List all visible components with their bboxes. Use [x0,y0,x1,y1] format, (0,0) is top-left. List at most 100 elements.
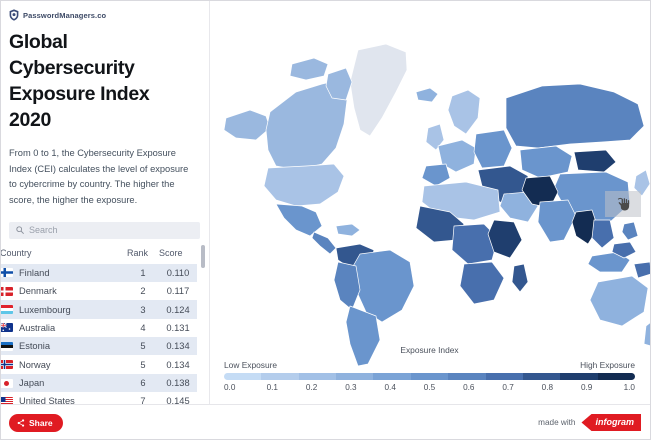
infogram-logo[interactable]: infogram [581,414,641,431]
region-papua-new-guinea[interactable] [633,261,651,279]
region-russia[interactable] [505,83,645,149]
country-name: Australia [19,322,56,333]
column-header-country[interactable]: Country [0,240,127,264]
region-canada[interactable] [265,79,348,171]
column-header-rank[interactable]: Rank [127,240,159,264]
table-row[interactable]: Denmark 2 0.117 [0,281,197,301]
cell-rank: 3 [127,300,159,319]
region-southern-africa[interactable] [459,261,505,305]
table-row[interactable]: Finland 1 0.110 [0,263,197,282]
region-iceland[interactable] [415,87,439,103]
page-title-line2: Exposure Index 2020 [9,83,150,131]
region-greenland[interactable] [349,43,408,137]
region-scandinavia[interactable] [447,89,481,135]
content-area: PasswordManagers.co Global Cybersecurity… [0,0,651,404]
ranking-table-wrap[interactable]: Country Rank Score Finland 1 0.110 Denmark 2… [0,240,209,404]
flag-icon [0,360,13,370]
made-with-credit[interactable]: made with infogram [538,414,641,431]
ranking-table-body: Finland 1 0.110 Denmark 2 0.117 Luxembourg 3 0.1… [0,263,197,404]
legend-swatch-10 [597,373,635,380]
region-indochina[interactable] [591,219,615,249]
region-peru[interactable] [333,261,361,311]
country-name: Estonia [19,341,51,352]
legend-swatch-1 [261,373,299,380]
cell-score: 0.124 [159,300,197,319]
region-india[interactable] [537,199,577,243]
region-philippines[interactable] [621,221,639,241]
region-baffin[interactable] [325,67,353,101]
world-choropleth-map[interactable] [210,0,651,400]
page-title-line1: Global Cybersecurity [9,31,135,79]
legend-end-labels: Low Exposure High Exposure [224,360,635,370]
legend-tick-6: 0.6 [463,383,475,392]
legend-tick-5: 0.5 [423,383,436,392]
cell-score: 0.110 [159,263,197,282]
search-input[interactable] [29,225,193,236]
region-japan[interactable] [633,169,651,197]
map-panel[interactable]: Exposure Index Low Exposure High Exposur… [210,0,651,404]
legend-swatch-7 [485,373,523,380]
brand-logo: PasswordManagers.co [0,0,209,21]
table-row[interactable]: Luxembourg 3 0.124 [0,300,197,319]
country-name: Norway [19,359,51,370]
flag-icon [0,268,13,278]
cell-country: Finland [0,263,127,282]
made-with-label: made with [538,418,576,427]
region-mexico[interactable] [275,203,323,237]
brand-name: PasswordManagers.co [23,10,107,20]
cell-score: 0.145 [159,392,197,404]
map-legend: Exposure Index Low Exposure High Exposur… [224,345,635,392]
region-new-zealand[interactable] [643,321,651,347]
search-box[interactable] [9,222,200,239]
region-caribbean[interactable] [335,223,361,237]
legend-swatch-2 [298,373,337,380]
region-eastern-europe[interactable] [473,129,513,169]
region-east-africa[interactable] [487,219,523,259]
share-button[interactable]: Share [9,413,63,432]
cell-country: Denmark [0,281,127,301]
flag-icon [0,378,13,388]
region-canada-arctic[interactable] [289,57,329,81]
region-borneo[interactable] [611,241,637,259]
legend-tick-4: 0.4 [384,383,396,392]
table-row[interactable]: Estonia 5 0.134 [0,337,197,356]
legend-swatch-4 [373,373,411,380]
region-australia[interactable] [589,275,649,327]
table-row[interactable]: Norway 5 0.134 [0,355,197,374]
cell-country: Australia [0,318,127,338]
country-name: Japan [19,378,45,389]
share-button-label: Share [29,417,53,428]
region-central-america[interactable] [311,231,337,255]
legend-tick-10: 1.0 [623,383,635,392]
table-row[interactable]: Australia 4 0.131 [0,318,197,338]
region-argentina[interactable] [345,305,381,367]
region-united-kingdom[interactable] [425,123,445,151]
region-central-asia[interactable] [519,145,573,179]
cell-rank: 2 [127,281,159,301]
country-name: Luxembourg [19,304,71,315]
country-name: Denmark [19,286,57,297]
page-description: From 0 to 1, the Cybersecurity Exposure … [9,148,189,205]
region-iberia[interactable] [421,163,451,187]
region-madagascar[interactable] [511,263,529,293]
footer-bar: Share made with infogram [0,404,651,440]
legend-swatch-3 [336,373,374,380]
legend-tick-0: 0.0 [224,383,236,392]
region-western-europe[interactable] [437,139,477,173]
region-mongolia[interactable] [573,149,617,173]
cell-score: 0.131 [159,318,197,338]
region-central-africa[interactable] [451,223,499,265]
region-myanmar[interactable] [571,209,599,245]
region-united-states[interactable] [263,163,345,207]
legend-low-label: Low Exposure [224,360,278,370]
cell-country: United States [0,392,127,404]
table-row[interactable]: United States 7 0.145 [0,392,197,404]
column-header-score[interactable]: Score [159,240,197,264]
infogram-logo-tail [585,430,591,431]
table-scrollbar-thumb[interactable] [201,244,205,268]
legend-tick-8: 0.8 [541,383,554,392]
region-alaska[interactable] [223,109,271,141]
cell-rank: 1 [127,263,159,282]
table-row[interactable]: Japan 6 0.138 [0,373,197,393]
